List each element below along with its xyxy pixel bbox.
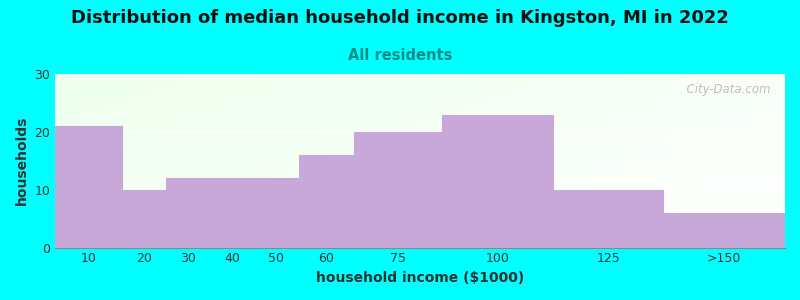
Bar [298,155,354,247]
Y-axis label: households: households [15,116,29,206]
X-axis label: household income ($1000): household income ($1000) [316,271,524,285]
Bar [254,178,298,248]
Bar [663,213,785,248]
Text: All residents: All residents [348,48,452,63]
Bar [553,190,663,247]
Bar [122,190,166,247]
Bar [55,126,122,248]
Text: City-Data.com: City-Data.com [678,83,770,96]
Bar [166,178,210,248]
Bar [354,132,442,248]
Bar [442,115,553,248]
Bar [210,178,254,248]
Text: Distribution of median household income in Kingston, MI in 2022: Distribution of median household income … [71,9,729,27]
